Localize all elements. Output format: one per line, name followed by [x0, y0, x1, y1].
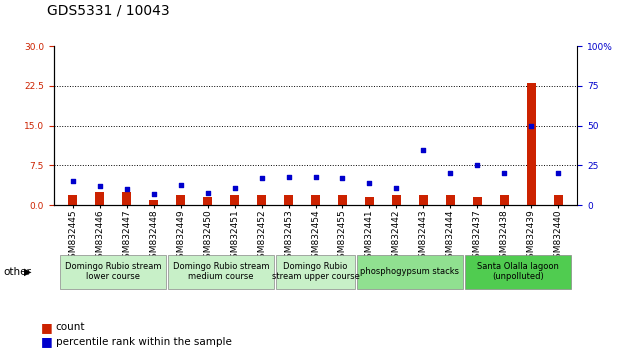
Bar [473, 198, 482, 205]
Point [418, 147, 428, 152]
Point [499, 171, 509, 176]
Bar [257, 195, 266, 205]
Bar [203, 198, 212, 205]
Point [553, 171, 563, 176]
Point [122, 187, 132, 192]
Point [68, 178, 78, 184]
Text: count: count [56, 322, 85, 332]
Bar [445, 195, 455, 205]
Text: Domingo Rubio
stream upper course: Domingo Rubio stream upper course [271, 262, 360, 281]
Bar [284, 195, 293, 205]
Point [526, 123, 536, 129]
Bar [230, 195, 239, 205]
Point [230, 185, 240, 190]
Point [338, 175, 348, 181]
Text: phosphogypsum stacks: phosphogypsum stacks [360, 267, 459, 276]
Bar [149, 200, 158, 205]
Point [148, 191, 158, 197]
Bar [419, 195, 428, 205]
Text: ▶: ▶ [24, 267, 32, 277]
Point [95, 183, 105, 189]
Point [365, 180, 375, 186]
Point [175, 182, 186, 188]
Text: ■: ■ [41, 335, 53, 348]
Point [283, 174, 293, 179]
Point [256, 175, 266, 181]
Bar [338, 195, 347, 205]
Text: Domingo Rubio stream
lower course: Domingo Rubio stream lower course [65, 262, 162, 281]
Point [203, 190, 213, 195]
Bar [365, 198, 374, 205]
Point [310, 174, 321, 179]
Text: ■: ■ [41, 321, 53, 334]
Text: Santa Olalla lagoon
(unpolluted): Santa Olalla lagoon (unpolluted) [477, 262, 559, 281]
Bar [122, 192, 131, 205]
Bar [554, 195, 563, 205]
Text: GDS5331 / 10043: GDS5331 / 10043 [47, 4, 170, 18]
Bar [311, 195, 320, 205]
Bar [392, 195, 401, 205]
Bar [500, 195, 509, 205]
Bar [95, 192, 104, 205]
Bar [68, 195, 77, 205]
Bar [527, 83, 536, 205]
Text: other: other [3, 267, 31, 277]
Point [445, 171, 456, 176]
Bar [176, 195, 186, 205]
Text: percentile rank within the sample: percentile rank within the sample [56, 337, 232, 347]
Text: Domingo Rubio stream
medium course: Domingo Rubio stream medium course [173, 262, 269, 281]
Point [473, 163, 483, 169]
Point [391, 185, 401, 190]
